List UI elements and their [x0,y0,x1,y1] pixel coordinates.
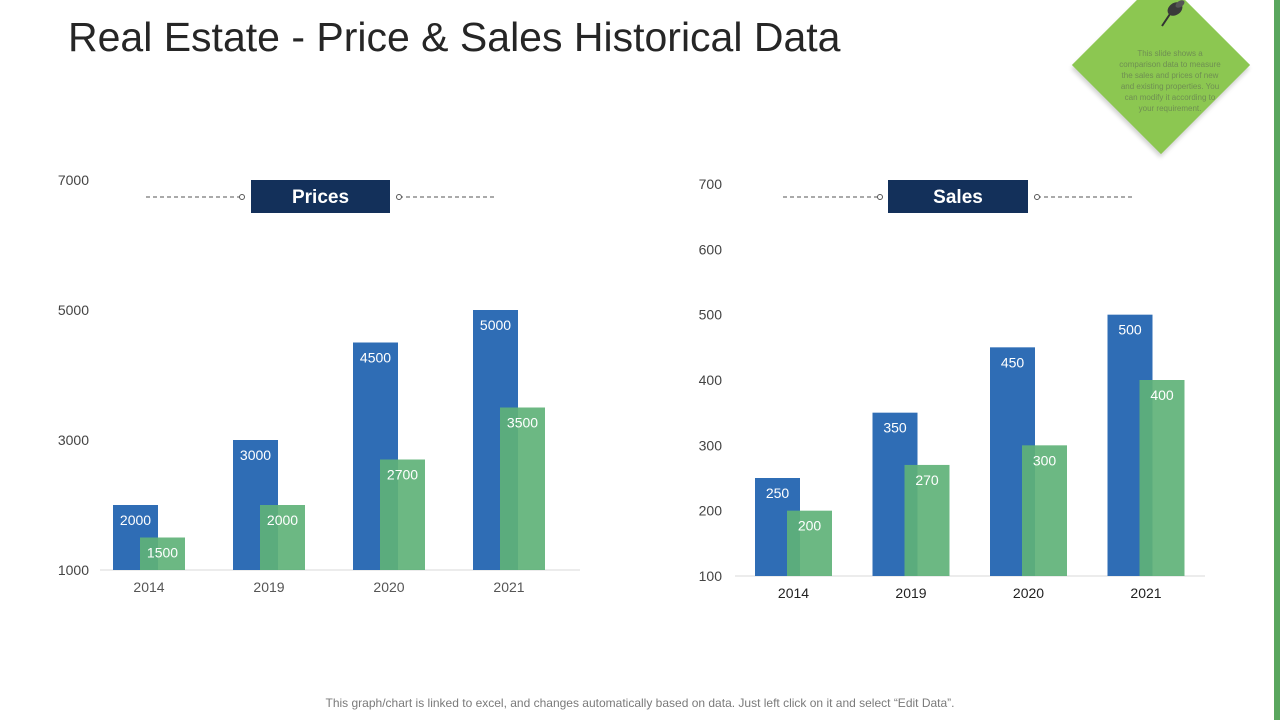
prices-bar-green [140,537,185,570]
sales-data-label: 500 [1118,322,1142,338]
sales-x-tick-label: 2020 [1013,585,1044,601]
sales-y-tick-label: 400 [699,372,723,388]
prices-chart-title: Prices [292,187,349,208]
prices-data-label: 4500 [360,350,391,366]
prices-y-tick-label: 5000 [58,302,89,318]
slide-title: Real Estate - Price & Sales Historical D… [68,14,841,60]
sales-bar-green [1139,380,1185,576]
prices-title-badge [251,180,390,213]
prices-bar-green [380,459,425,570]
sales-y-tick-label: 100 [699,568,723,584]
prices-data-label: 2700 [387,467,418,483]
push-pin-icon [1161,0,1185,27]
sales-bar-green [787,510,832,576]
prices-title-connector-dot [396,194,402,200]
prices-data-label: 2000 [267,512,298,528]
sales-y-tick-label: 500 [699,307,723,323]
sales-title-connector-dot [1034,194,1040,200]
sales-y-tick-label: 200 [699,503,723,519]
prices-data-label: 1500 [147,545,178,561]
charts-canvas: 1000 3000 5000 7000 2000 1500 2014 3000 2000 2019… [58,172,1205,601]
sales-data-label: 350 [883,420,907,436]
sales-bar-green [904,464,950,576]
sales-bar-green [1022,445,1067,576]
prices-bar-green [260,505,305,570]
sales-y-tick-label: 700 [699,176,723,192]
prices-data-label: 3000 [240,447,271,463]
sales-y-tick-label: 300 [699,437,723,453]
prices-y-tick-label: 3000 [58,432,89,448]
prices-data-label: 3500 [507,415,538,431]
prices-bar-green [500,407,545,570]
sales-data-label: 450 [1001,354,1025,370]
sales-title-badge [888,180,1028,213]
footer-note: This graph/chart is linked to excel, and… [325,696,955,710]
prices-data-label: 2000 [120,512,151,528]
sales-x-tick-label: 2019 [895,585,926,601]
prices-title-connector-dot [239,194,245,200]
sales-title-connector-dot [877,194,883,200]
prices-x-tick-label: 2019 [253,579,284,595]
sticky-note: This slide shows a comparison data to me… [1071,0,1260,170]
accent-strip [1274,0,1280,720]
prices-y-tick-label: 7000 [58,172,89,188]
prices-x-tick-label: 2021 [493,579,524,595]
sales-data-label: 270 [915,472,939,488]
sales-data-label: 400 [1150,387,1174,403]
sales-x-tick-label: 2021 [1130,585,1161,601]
sticky-note-text: This slide shows a comparison data to me… [1119,49,1221,113]
prices-y-tick-label: 1000 [58,562,89,578]
sales-data-label: 300 [1033,452,1057,468]
prices-data-label: 5000 [480,317,511,333]
sales-chart-title: Sales [933,187,983,208]
sales-x-tick-label: 2014 [778,585,809,601]
prices-x-tick-label: 2020 [373,579,404,595]
sales-y-tick-label: 600 [699,241,723,257]
sales-data-label: 200 [798,518,822,534]
sales-data-label: 250 [766,485,790,501]
prices-x-tick-label: 2014 [133,579,164,595]
